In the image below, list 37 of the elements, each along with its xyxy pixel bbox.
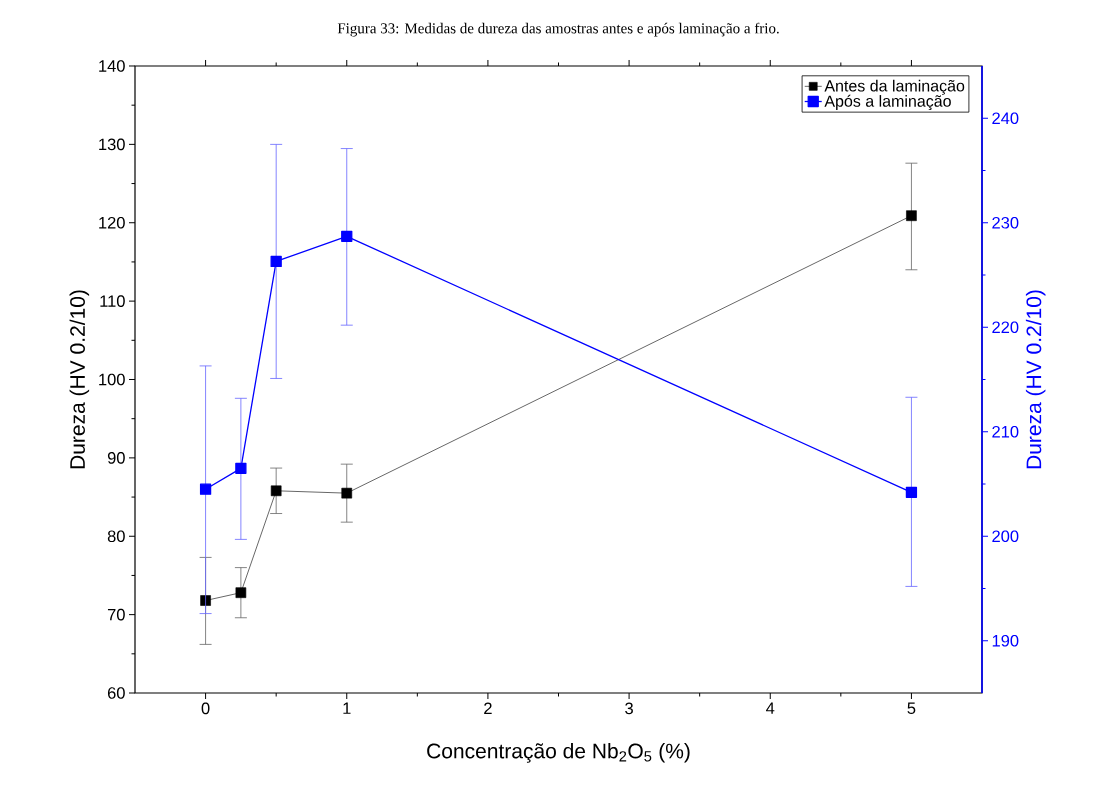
y-tick-label: 60 bbox=[107, 687, 125, 699]
y2-tick-label: 240 bbox=[992, 112, 1019, 125]
y2-tick-label: 200 bbox=[992, 530, 1019, 543]
y-tick-label: 90 bbox=[107, 452, 125, 464]
y-tick-label: 130 bbox=[99, 138, 125, 151]
x-tick-label: 4 bbox=[766, 702, 775, 714]
y-tick-label: 100 bbox=[99, 373, 125, 386]
point bbox=[270, 485, 282, 497]
legend-label: Após a laminação bbox=[824, 94, 951, 111]
y-tick-label: 80 bbox=[107, 530, 125, 543]
point bbox=[341, 487, 353, 499]
x-tick-label: 0 bbox=[201, 702, 210, 715]
x-tick-label: 2 bbox=[484, 702, 492, 715]
point bbox=[235, 462, 247, 474]
point bbox=[270, 255, 282, 268]
x-tick-label: 5 bbox=[907, 702, 916, 715]
y2-tick-label: 210 bbox=[992, 425, 1019, 438]
point bbox=[199, 483, 212, 495]
point bbox=[906, 210, 917, 221]
chart-title: Figura 33: Medidas de dureza das amostras antes e após laminação a frio. bbox=[337, 22, 779, 37]
point bbox=[235, 587, 247, 598]
x-tick-label: 1 bbox=[343, 702, 351, 714]
x-tick-label: 3 bbox=[625, 702, 633, 715]
point bbox=[905, 486, 918, 499]
point bbox=[341, 230, 353, 242]
y-tick-label: 140 bbox=[99, 60, 125, 72]
y-axis-title: Dureza (HV 0.2/10) bbox=[69, 290, 90, 469]
y-tick-label: 110 bbox=[100, 295, 125, 307]
y-tick-label: 120 bbox=[99, 216, 125, 229]
y-tick-label: 70 bbox=[107, 608, 125, 621]
point bbox=[200, 595, 211, 606]
y2-axis-title: Dureza (HV 0.2/10) bbox=[1025, 290, 1046, 469]
y2-tick-label: 230 bbox=[992, 216, 1019, 229]
x-axis-title: Concentração de Nb$_{2}$O$_{5}$ (%) bbox=[427, 743, 690, 763]
y2-tick-label: 190 bbox=[992, 634, 1019, 647]
legend-label: Antes da laminação bbox=[824, 79, 965, 95]
y2-tick-label: 220 bbox=[992, 321, 1019, 334]
